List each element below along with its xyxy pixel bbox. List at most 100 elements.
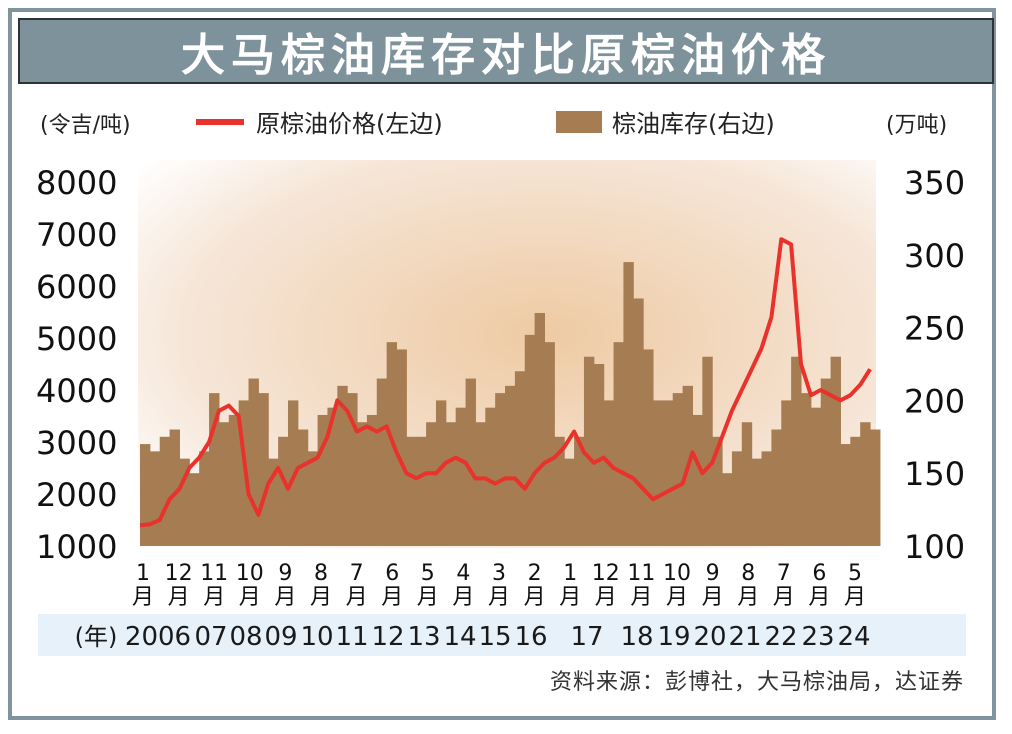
stock-bar <box>485 407 496 546</box>
month-tick-unit: 月 <box>381 585 403 610</box>
chart-title: 大马棕油库存对比原棕油价格 <box>18 18 994 84</box>
left-tick-label: 2000 <box>36 476 117 514</box>
month-tick-number: 8 <box>314 561 328 586</box>
right-tick-label: 350 <box>904 164 965 202</box>
stock-bar <box>544 342 555 546</box>
right-tick-label: 200 <box>904 382 965 420</box>
source-note: 资料来源：彭博社，大马棕油局，达证券 <box>549 670 964 695</box>
stock-bar <box>327 407 338 546</box>
month-tick-number: 5 <box>848 561 862 586</box>
month-tick-number: 6 <box>812 561 826 586</box>
stock-bar <box>495 393 506 546</box>
month-tick-unit: 月 <box>666 585 688 610</box>
month-tick-number: 8 <box>741 561 755 586</box>
stock-bar <box>524 334 536 546</box>
right-tick-label: 300 <box>904 237 965 275</box>
stock-bar <box>406 436 417 546</box>
stock-bar <box>455 407 467 546</box>
month-tick-number: 12 <box>592 561 620 586</box>
stock-bar <box>692 414 703 546</box>
month-tick-number: 7 <box>350 561 364 586</box>
price-legend-swatch <box>196 119 244 125</box>
month-tick-unit: 月 <box>559 585 581 610</box>
price-legend-label: 原棕油价格(左边) <box>256 110 443 138</box>
month-tick-number: 10 <box>236 561 264 586</box>
stock-bar <box>771 429 782 546</box>
stock-bar <box>800 393 812 546</box>
stock-bar <box>741 422 753 546</box>
stock-bar <box>840 444 851 546</box>
stock-bar <box>554 436 565 546</box>
stock-bar <box>830 356 841 546</box>
stock-bar <box>238 400 250 546</box>
month-tick-number: 7 <box>777 561 791 586</box>
stock-bar <box>761 451 772 546</box>
left-tick-label: 8000 <box>36 164 117 202</box>
stock-bar <box>564 458 575 546</box>
month-tick-unit: 月 <box>808 585 830 610</box>
month-tick-number: 10 <box>663 561 691 586</box>
stock-bar <box>583 356 595 546</box>
stock-bar <box>366 414 378 546</box>
stock-bar <box>623 262 634 546</box>
stock-bar <box>820 378 832 546</box>
stock-bar <box>860 422 871 546</box>
month-tick-unit: 月 <box>844 585 866 610</box>
month-tick-number: 11 <box>200 561 228 586</box>
stock-bar <box>505 385 516 546</box>
stock-bar <box>357 422 368 546</box>
month-tick-number: 2 <box>528 561 542 586</box>
month-tick-unit: 月 <box>239 585 261 610</box>
right-tick-label: 150 <box>904 455 965 493</box>
month-tick-unit: 月 <box>630 585 652 610</box>
stock-bar <box>751 458 763 546</box>
month-tick-number: 4 <box>456 561 470 586</box>
stock-bar <box>445 422 457 546</box>
left-tick-label: 1000 <box>36 528 117 566</box>
stock-bar <box>297 429 309 546</box>
month-tick-number: 11 <box>627 561 655 586</box>
month-tick-number: 12 <box>165 561 193 586</box>
left-axis-unit: (令吉/吨) <box>40 113 131 138</box>
stock-bar <box>534 313 546 546</box>
stock-bar <box>149 451 161 546</box>
month-tick-number: 9 <box>706 561 720 586</box>
month-tick-number: 6 <box>385 561 399 586</box>
stock-bar <box>465 378 476 546</box>
stock-bar <box>702 356 713 546</box>
right-axis-unit: (万吨) <box>886 113 947 138</box>
stock-bar <box>278 436 289 546</box>
left-tick-label: 5000 <box>36 320 117 358</box>
month-tick-unit: 月 <box>524 585 546 610</box>
stock-bar <box>810 407 822 546</box>
month-tick-number: 1 <box>563 561 577 586</box>
stock-bar <box>218 422 230 546</box>
year-axis-row <box>38 614 966 656</box>
stock-bar <box>396 349 407 546</box>
right-tick-label: 100 <box>904 528 965 566</box>
stock-bar <box>416 436 427 546</box>
month-tick-unit: 月 <box>488 585 510 610</box>
month-tick-unit: 月 <box>773 585 795 610</box>
stock-bar <box>179 458 190 546</box>
stock-bar <box>159 436 171 546</box>
stock-bar <box>426 422 437 546</box>
stock-bar <box>435 400 447 546</box>
stock-legend-swatch <box>556 111 602 133</box>
stock-bar <box>593 364 605 546</box>
stock-bar <box>376 378 388 546</box>
month-tick-unit: 月 <box>274 585 296 610</box>
month-tick-unit: 月 <box>417 585 439 610</box>
stock-bar <box>712 436 723 546</box>
stock-bar <box>781 400 792 546</box>
left-tick-label: 4000 <box>36 372 117 410</box>
stock-bar <box>248 378 259 546</box>
stock-bar <box>870 429 881 546</box>
stock-bar <box>258 393 269 546</box>
month-tick-unit: 月 <box>203 585 225 610</box>
stock-bar <box>317 414 328 546</box>
stock-bar <box>662 400 674 546</box>
stock-bar <box>514 371 526 546</box>
stock-bar <box>347 393 358 546</box>
